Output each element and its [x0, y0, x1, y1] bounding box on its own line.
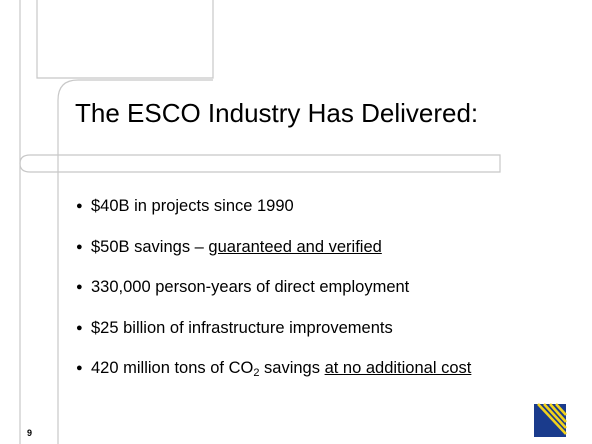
bullet-item: 420 million tons of CO2 savings at no ad… [76, 358, 546, 379]
bullet-text: $50B savings – [91, 237, 209, 256]
bullet-text: 420 million tons of CO [91, 359, 254, 377]
bullet-text: 330,000 person-years of direct employmen… [91, 278, 410, 296]
bullet-text: guaranteed and verified [208, 237, 382, 256]
bullet-text: savings [259, 359, 325, 377]
bullet-text: at no additional cost [324, 359, 472, 377]
logo [534, 403, 567, 437]
bullet-item: $25 billion of infrastructure improvemen… [76, 318, 546, 338]
page-number: 9 [27, 428, 33, 438]
bullet-item: 330,000 person-years of direct employmen… [76, 277, 546, 297]
bullet-text: 2 [253, 367, 260, 379]
bullet-text: $25 billion of infrastructure improvemen… [91, 318, 393, 337]
slide-title: The ESCO Industry Has Delivered: [75, 98, 479, 128]
bullet-list: $40B in projects since 1990 $50B savings … [76, 196, 546, 399]
bullet-item: $50B savings – guaranteed and verified [76, 237, 546, 257]
bullet-item: $40B in projects since 1990 [76, 196, 546, 216]
bullet-text: $40B in projects since 1990 [91, 197, 294, 215]
